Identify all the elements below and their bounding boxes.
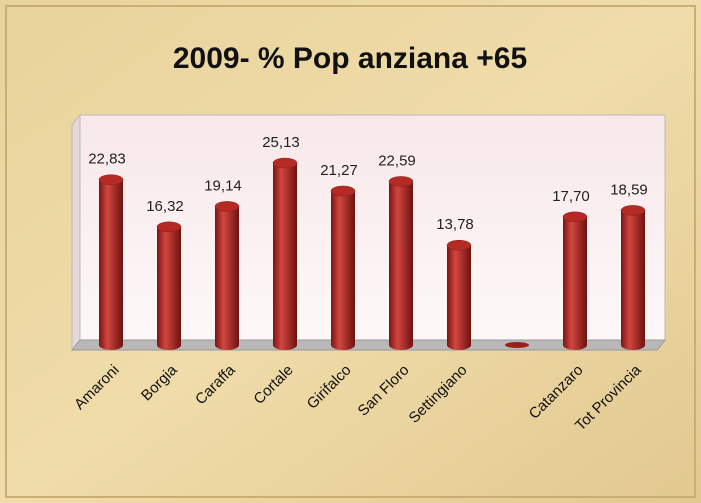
data-label: 21,27	[320, 162, 358, 179]
bar	[214, 201, 240, 350]
data-label: 13,78	[436, 216, 474, 233]
bar	[388, 176, 414, 350]
empty-bar-base	[505, 342, 529, 348]
bar	[272, 157, 298, 350]
bar	[562, 211, 588, 350]
data-label: 25,13	[262, 134, 300, 151]
bar	[330, 185, 356, 350]
bar	[156, 221, 182, 350]
chart-title: 2009- % Pop anziana +65	[173, 42, 527, 75]
side-wall	[71, 113, 81, 352]
bar	[98, 174, 124, 350]
data-label: 22,83	[88, 151, 126, 168]
data-label: 17,70	[552, 188, 590, 205]
data-label: 18,59	[610, 181, 648, 198]
frame	[5, 5, 696, 498]
bar	[446, 239, 472, 350]
bar	[620, 205, 646, 350]
data-label: 16,32	[146, 198, 184, 215]
data-label: 22,59	[378, 152, 416, 169]
data-label: 19,14	[204, 177, 242, 194]
